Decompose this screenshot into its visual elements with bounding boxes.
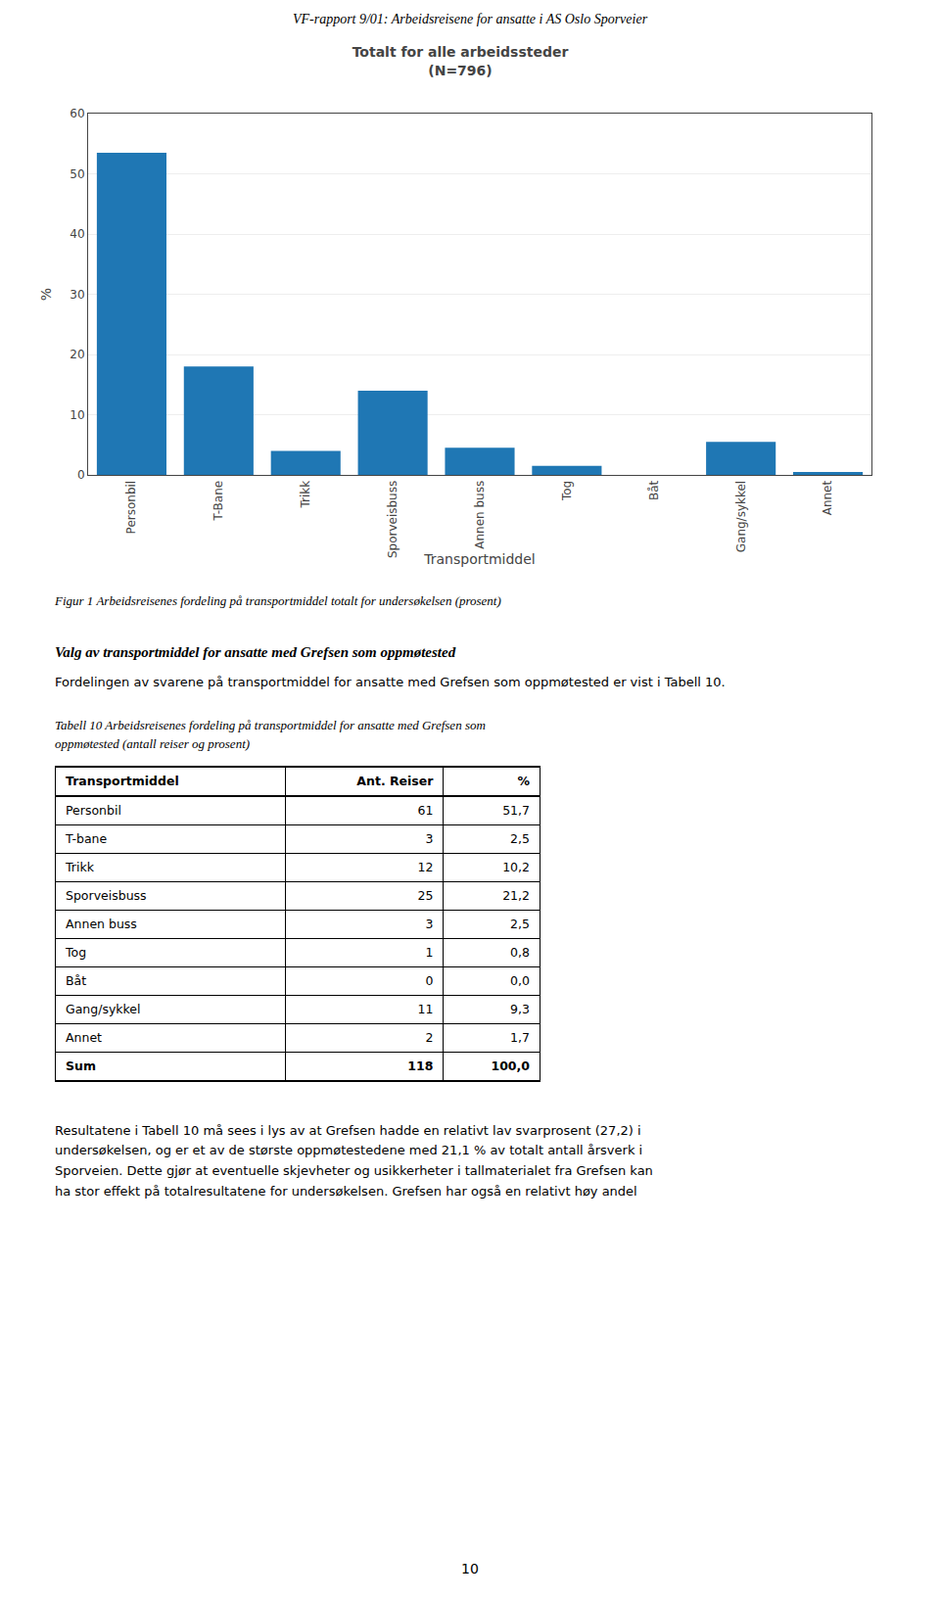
- svg-text:Annen buss: Annen buss: [472, 480, 487, 550]
- html-text:9,3: 9,3: [510, 1001, 530, 1017]
- html-text:Fordelingen av svarene på tran: Fordelingen av svarene på transportmidde…: [54, 674, 726, 690]
- html-text:Figur 1 Arbeidsreisenes fordel: Figur 1 Arbeidsreisenes fordeling på tra…: [54, 593, 502, 609]
- html-text:Ant. Reiser: Ant. Reiser: [356, 773, 434, 789]
- svg-text:Transportmiddel: Transportmiddel: [423, 551, 536, 567]
- svg-text:T-Bane: T-Bane: [211, 480, 226, 522]
- svg-text:20: 20: [69, 347, 85, 362]
- svg-text:Gang/sykkel: Gang/sykkel: [734, 480, 749, 553]
- svg-text:Annet: Annet: [820, 480, 835, 517]
- html-text:Valg av transportmiddel for an: Valg av transportmiddel for ansatte med …: [54, 644, 456, 660]
- html-text:1,7: 1,7: [510, 1030, 530, 1045]
- html-text:11: 11: [417, 1001, 434, 1017]
- svg-text:Båt: Båt: [647, 480, 661, 502]
- html-text:3: 3: [425, 916, 434, 932]
- html-text:10: 10: [461, 1560, 479, 1577]
- html-text:VF-rapport 9/01: Arbeidsreisen: VF-rapport 9/01: Arbeidsreisene for ansa…: [292, 11, 648, 27]
- html-text:100,0: 100,0: [491, 1058, 530, 1074]
- html-text:3: 3: [425, 831, 434, 847]
- html-text:12: 12: [417, 859, 434, 875]
- html-text:T-bane: T-bane: [65, 831, 107, 847]
- html-text:Resultatene i Tabell 10 må see: Resultatene i Tabell 10 må sees i lys av…: [54, 1122, 641, 1138]
- html-text:1: 1: [425, 945, 434, 960]
- svg-text:30: 30: [69, 287, 85, 302]
- html-text:0,8: 0,8: [510, 945, 530, 960]
- html-text:0,0: 0,0: [510, 973, 530, 989]
- html-text:118: 118: [407, 1058, 434, 1074]
- svg-text:10: 10: [69, 408, 85, 423]
- html-text:51,7: 51,7: [502, 803, 530, 818]
- html-text:25: 25: [417, 888, 434, 903]
- html-text:2: 2: [425, 1030, 434, 1045]
- svg-text:50: 50: [69, 167, 85, 182]
- html-text:Sporveien. Dette gjør at event: Sporveien. Dette gjør at eventuelle skje…: [54, 1163, 653, 1179]
- svg-text:Trikk: Trikk: [298, 480, 313, 510]
- html-text:undersøkelsen, og er et av de: undersøkelsen, og er et av de største op…: [54, 1143, 643, 1158]
- svg-text:Sporveisbuss: Sporveisbuss: [385, 480, 400, 559]
- svg-text:60: 60: [69, 106, 85, 121]
- html-text:Annet: Annet: [65, 1030, 102, 1045]
- html-text:Gang/sykkel: Gang/sykkel: [65, 1001, 141, 1017]
- html-text:21,2: 21,2: [502, 888, 530, 903]
- html-text:Sporveisbuss: Sporveisbuss: [65, 888, 147, 903]
- html-text:Annen buss: Annen buss: [65, 916, 137, 932]
- html-text:2,5: 2,5: [510, 831, 530, 847]
- html-text:61: 61: [417, 803, 434, 818]
- svg-text:Tog: Tog: [560, 480, 574, 502]
- html-text:0: 0: [425, 973, 434, 989]
- html-text:Personbil: Personbil: [65, 803, 122, 818]
- svg-text:Personbil: Personbil: [124, 480, 139, 535]
- svg-text:Totalt for alle arbeidssteder(: Totalt for alle arbeidssteder(N=796): [352, 44, 569, 78]
- html-text:Båt: Båt: [65, 973, 87, 989]
- svg-text:0: 0: [77, 468, 86, 482]
- html-text:10,2: 10,2: [502, 859, 530, 875]
- html-text:ha stor effekt på totalresulta: ha stor effekt på totalresultatene for u…: [54, 1183, 638, 1199]
- svg-text:40: 40: [69, 227, 85, 241]
- html-text:Tabell 10 Arbeidsreisenes ford: Tabell 10 Arbeidsreisenes fordeling på t…: [54, 717, 486, 733]
- html-text:2,5: 2,5: [510, 916, 530, 932]
- html-text:oppmøtested (antall reiser og: oppmøtested (antall reiser og prosent): [54, 736, 250, 751]
- html-text:Tog: Tog: [65, 945, 87, 960]
- svg-text:%: %: [38, 287, 54, 301]
- html-text:Trikk: Trikk: [65, 859, 94, 875]
- html-text:Transportmiddel: Transportmiddel: [65, 773, 179, 789]
- html-text:Sum: Sum: [65, 1058, 96, 1074]
